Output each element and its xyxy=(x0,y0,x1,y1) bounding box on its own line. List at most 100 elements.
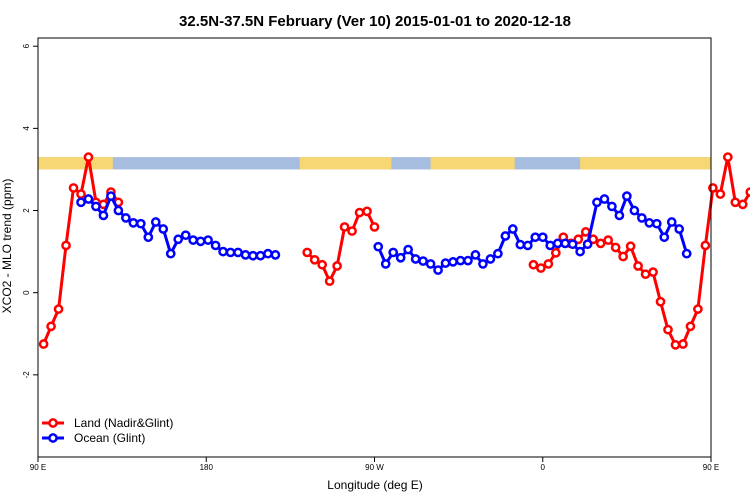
data-point xyxy=(485,254,496,264)
data-point xyxy=(507,224,518,234)
data-point xyxy=(700,240,711,251)
data-point xyxy=(380,259,391,269)
data-point xyxy=(674,224,685,234)
data-point xyxy=(98,210,109,221)
data-point xyxy=(270,250,281,260)
data-point xyxy=(592,197,602,208)
data-point xyxy=(470,250,481,260)
data-point xyxy=(362,206,372,217)
data-point xyxy=(195,236,206,247)
data-point xyxy=(560,238,571,249)
series-line xyxy=(42,155,120,345)
data-point xyxy=(575,246,585,257)
land-span xyxy=(38,157,113,170)
land-span xyxy=(430,157,515,170)
data-point xyxy=(655,296,666,307)
y-tick-label: 2 xyxy=(22,208,31,213)
legend-marker xyxy=(48,433,58,443)
data-point xyxy=(76,197,86,208)
data-point xyxy=(158,224,169,234)
data-point xyxy=(648,267,658,277)
data-point xyxy=(339,222,350,232)
data-point xyxy=(210,240,221,251)
data-point xyxy=(530,232,541,243)
data-point xyxy=(455,255,466,266)
series-land xyxy=(38,152,750,350)
x-tick-label: 90 W xyxy=(365,463,384,472)
data-point xyxy=(225,247,236,258)
data-point xyxy=(91,201,101,212)
y-axis: -2 0 2 4 6 xyxy=(22,43,38,378)
data-point xyxy=(478,259,488,269)
y-tick-label: 0 xyxy=(22,290,31,295)
data-point xyxy=(218,246,228,257)
data-point xyxy=(46,321,56,332)
data-point xyxy=(715,189,726,199)
data-point xyxy=(203,235,213,245)
data-point xyxy=(332,261,342,271)
data-point xyxy=(324,276,335,287)
landmask-strip xyxy=(38,157,711,170)
data-point xyxy=(180,230,191,241)
data-point xyxy=(730,197,741,208)
data-point xyxy=(106,191,116,202)
land-span xyxy=(580,157,711,170)
data-point xyxy=(83,194,94,204)
series-line xyxy=(80,194,276,258)
data-point xyxy=(113,205,124,216)
data-point xyxy=(678,339,688,349)
y-tick-label: -2 xyxy=(22,371,31,379)
data-point xyxy=(448,257,458,267)
data-point xyxy=(68,183,79,193)
data-point xyxy=(317,259,328,270)
data-point xyxy=(493,248,503,259)
data-point xyxy=(255,250,266,261)
data-point xyxy=(543,259,554,269)
x-tick-label: 90 E xyxy=(30,463,46,472)
data-point xyxy=(309,254,320,265)
data-point xyxy=(640,269,651,280)
data-point xyxy=(83,152,94,162)
data-point xyxy=(610,242,621,253)
legend-entry: Ocean (Glint) xyxy=(74,431,145,445)
data-point xyxy=(552,238,563,249)
data-point xyxy=(693,304,703,314)
data-point xyxy=(528,259,539,270)
data-point xyxy=(463,255,473,266)
data-point xyxy=(388,247,399,258)
data-point xyxy=(722,152,733,162)
chart-title: 32.5N-37.5N February (Ver 10) 2015-01-01… xyxy=(179,13,571,30)
data-point xyxy=(150,217,161,227)
data-point xyxy=(545,240,556,251)
x-axis-label: Longitude (deg E) xyxy=(327,478,422,492)
x-axis: 90 E 180 90 W 0 90 E xyxy=(30,457,719,472)
x-tick-label: 0 xyxy=(541,463,546,472)
data-point xyxy=(666,217,677,227)
data-point xyxy=(537,232,548,243)
data-point xyxy=(395,252,406,263)
y-axis-label: XCO2 - MLO trend (ppm) xyxy=(0,179,14,314)
data-point xyxy=(143,232,154,243)
data-point xyxy=(636,213,647,223)
legend-marker xyxy=(48,418,58,428)
data-point xyxy=(633,261,643,271)
data-point xyxy=(240,250,251,260)
y-tick-label: 6 xyxy=(22,43,31,48)
data-point xyxy=(248,250,258,261)
data-point xyxy=(651,218,662,229)
data-point xyxy=(373,241,384,252)
data-point xyxy=(625,241,636,252)
data-point xyxy=(76,189,86,199)
data-point xyxy=(550,247,561,258)
legend-entry: Land (Nadir&Glint) xyxy=(74,416,173,430)
data-point xyxy=(440,258,451,268)
data-point xyxy=(500,231,511,241)
data-point xyxy=(173,234,184,245)
data-point xyxy=(121,213,131,223)
data-point xyxy=(567,239,578,250)
data-point xyxy=(607,201,617,212)
data-point xyxy=(128,218,139,228)
series-layer xyxy=(38,152,750,350)
series-line xyxy=(532,155,750,347)
